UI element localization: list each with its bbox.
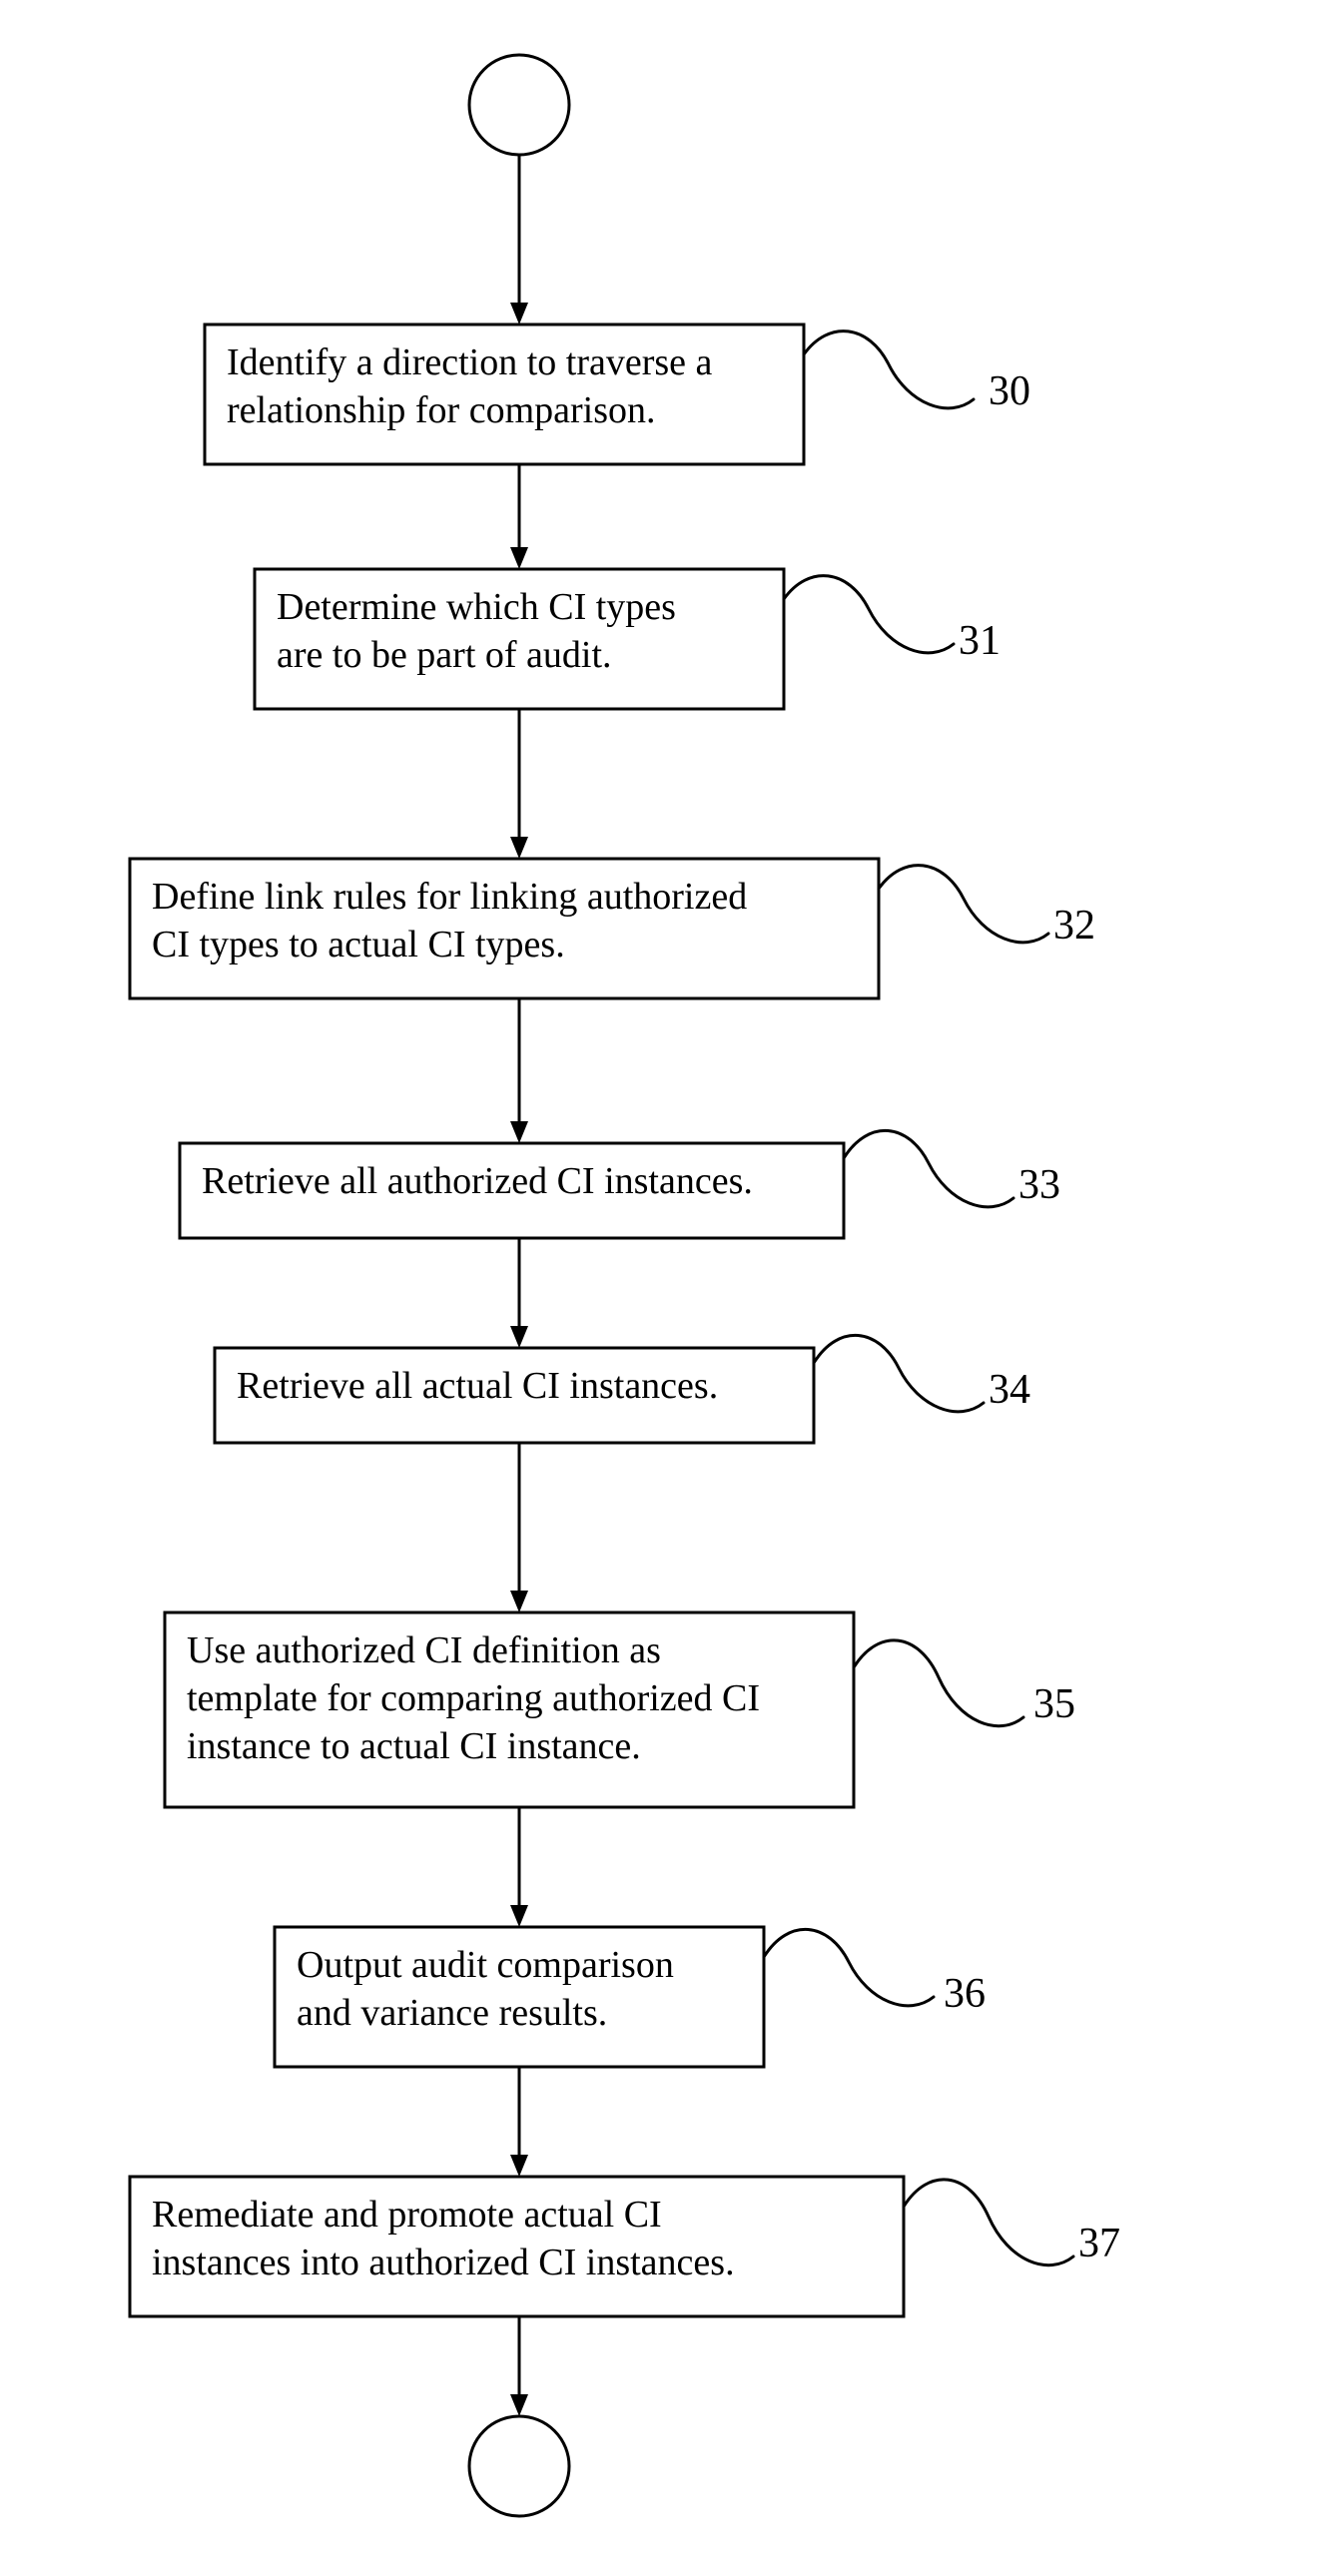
flow-arrow (510, 2316, 528, 2416)
step-number: 35 (1033, 1681, 1075, 1727)
step-number: 30 (989, 368, 1030, 414)
flow-step: Use authorized CI definition as template … (165, 1612, 1075, 1807)
callout-line (879, 866, 1048, 943)
callout-line (904, 2180, 1073, 2265)
step-text: template for comparing authorized CI (187, 1677, 760, 1719)
step-text: Retrieve all authorized CI instances. (202, 1160, 753, 1202)
step-number: 37 (1078, 2221, 1120, 2266)
step-text: Use authorized CI definition as (187, 1629, 661, 1671)
step-text: Retrieve all actual CI instances. (237, 1365, 718, 1407)
step-text: and variance results. (297, 1992, 607, 2034)
step-number: 33 (1018, 1162, 1060, 1208)
step-text: Define link rules for linking authorized (152, 876, 747, 918)
flow-step: Retrieve all actual CI instances. 34 (215, 1335, 1030, 1443)
step-text: relationship for comparison. (227, 389, 656, 431)
callout-line (764, 1929, 934, 2005)
step-number: 34 (989, 1367, 1030, 1413)
flow-step: Remediate and promote actual CI instances… (130, 2177, 1120, 2316)
step-text: instances into authorized CI instances. (152, 2242, 735, 2283)
flow-arrow (510, 1238, 528, 1348)
flow-step: Retrieve all authorized CI instances. 33 (180, 1130, 1060, 1238)
flow-step: Identify a direction to traverse a relati… (205, 324, 1030, 464)
step-text: Determine which CI types (277, 586, 676, 628)
step-number: 32 (1053, 903, 1095, 949)
step-text: CI types to actual CI types. (152, 924, 565, 966)
start-terminal (469, 55, 569, 155)
flow-arrow (510, 1443, 528, 1612)
callout-line (844, 1130, 1013, 1206)
flowchart-diagram: Identify a direction to traverse a relati… (0, 0, 1336, 2576)
flow-arrow (510, 2067, 528, 2177)
flow-arrow (510, 1807, 528, 1927)
callout-line (784, 576, 954, 653)
flow-step: Output audit comparison and variance resu… (275, 1927, 986, 2067)
step-text: Output audit comparison (297, 1944, 674, 1986)
flow-arrow (510, 155, 528, 324)
flow-arrow (510, 464, 528, 569)
step-text: are to be part of audit. (277, 634, 612, 676)
flow-arrow (510, 998, 528, 1143)
callout-line (814, 1335, 984, 1411)
flow-arrow (510, 709, 528, 859)
callout-line (804, 331, 974, 408)
step-text: Identify a direction to traverse a (227, 341, 713, 383)
end-terminal (469, 2416, 569, 2516)
step-text: instance to actual CI instance. (187, 1725, 641, 1767)
flow-step: Define link rules for linking authorized… (130, 859, 1095, 998)
step-number: 36 (944, 1971, 986, 2017)
step-number: 31 (959, 618, 1001, 664)
flow-step: Determine which CI types are to be part o… (255, 569, 1001, 709)
step-text: Remediate and promote actual CI (152, 2194, 662, 2236)
callout-line (854, 1640, 1023, 1726)
